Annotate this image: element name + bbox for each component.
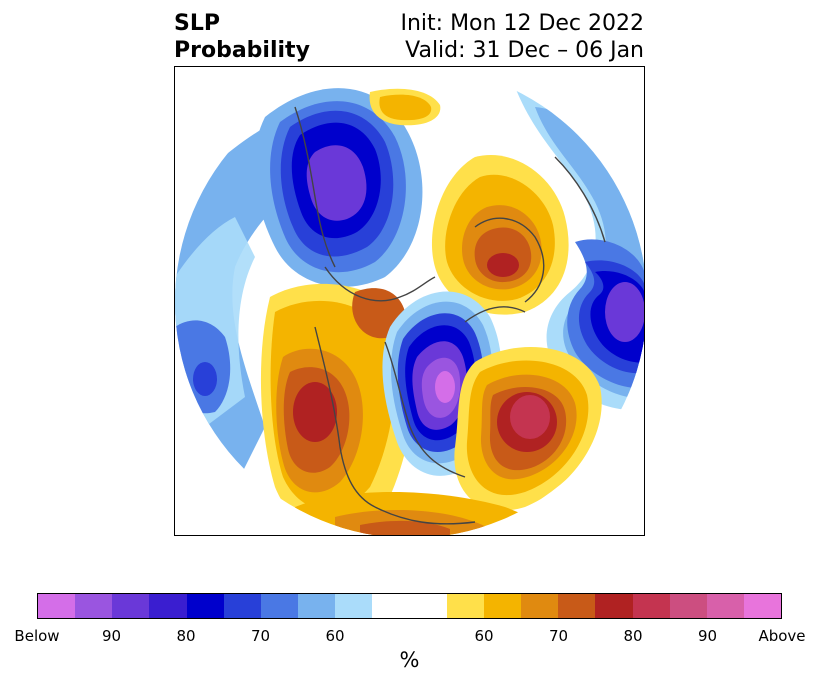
colorbar-swatch bbox=[706, 594, 744, 618]
chart-title-right: Init: Mon 12 Dec 2022 Valid: 31 Dec – 06… bbox=[401, 10, 645, 64]
colorbar-swatch bbox=[260, 594, 299, 618]
title-metric: Probability bbox=[174, 38, 310, 63]
colorbar-tick-label: 60 bbox=[474, 627, 494, 645]
colorbar-tick-label: 90 bbox=[101, 627, 122, 645]
colorbar-tick-label: 90 bbox=[697, 627, 718, 645]
colorbar-swatch bbox=[483, 594, 522, 618]
coastlines bbox=[294, 106, 606, 525]
colorbar-tick-label: 70 bbox=[548, 627, 569, 645]
colorbar-unit-label: % bbox=[399, 648, 420, 672]
colorbar bbox=[37, 593, 782, 619]
colorbar-tick-label: 60 bbox=[325, 627, 345, 645]
chart-title-left: SLP Probability bbox=[174, 10, 310, 64]
colorbar-tick-label: 80 bbox=[623, 627, 643, 645]
colorbar-swatch bbox=[223, 594, 261, 618]
colorbar-tick-label: 70 bbox=[250, 627, 271, 645]
colorbar-swatch bbox=[743, 594, 782, 618]
colorbar-swatch bbox=[669, 594, 707, 618]
region-below-north-pacific bbox=[254, 88, 423, 287]
region-above-beaufort bbox=[369, 88, 441, 126]
colorbar-swatch bbox=[335, 594, 373, 618]
colorbar-swatch bbox=[186, 594, 224, 618]
region-above-arctic bbox=[431, 155, 569, 315]
title-variable: SLP bbox=[174, 11, 220, 36]
colorbar-tick-label: 80 bbox=[176, 627, 196, 645]
colorbar-swatch bbox=[112, 594, 150, 618]
colorbar-swatch bbox=[372, 594, 410, 618]
colorbar-swatch bbox=[446, 594, 484, 618]
colorbar-swatch bbox=[409, 594, 447, 618]
polar-map-svg bbox=[175, 67, 644, 535]
init-date: Init: Mon 12 Dec 2022 bbox=[400, 11, 645, 36]
valid-dates: Valid: 31 Dec – 06 Jan bbox=[405, 38, 644, 63]
colorbar-swatch bbox=[558, 594, 596, 618]
colorbar-swatch bbox=[38, 594, 76, 618]
probability-map bbox=[174, 66, 645, 536]
colorbar-swatch bbox=[521, 594, 559, 618]
colorbar-swatch bbox=[75, 594, 113, 618]
colorbar-tick-label: Above bbox=[758, 627, 806, 645]
colorbar-swatch bbox=[149, 594, 187, 618]
colorbar-swatch bbox=[595, 594, 633, 618]
colorbar-swatch bbox=[632, 594, 670, 618]
colorbar-swatch bbox=[298, 594, 336, 618]
region-below-central-pacific bbox=[175, 107, 335, 487]
colorbar-tick-label: Below bbox=[14, 627, 60, 645]
region-above-north-atlantic bbox=[454, 347, 602, 511]
